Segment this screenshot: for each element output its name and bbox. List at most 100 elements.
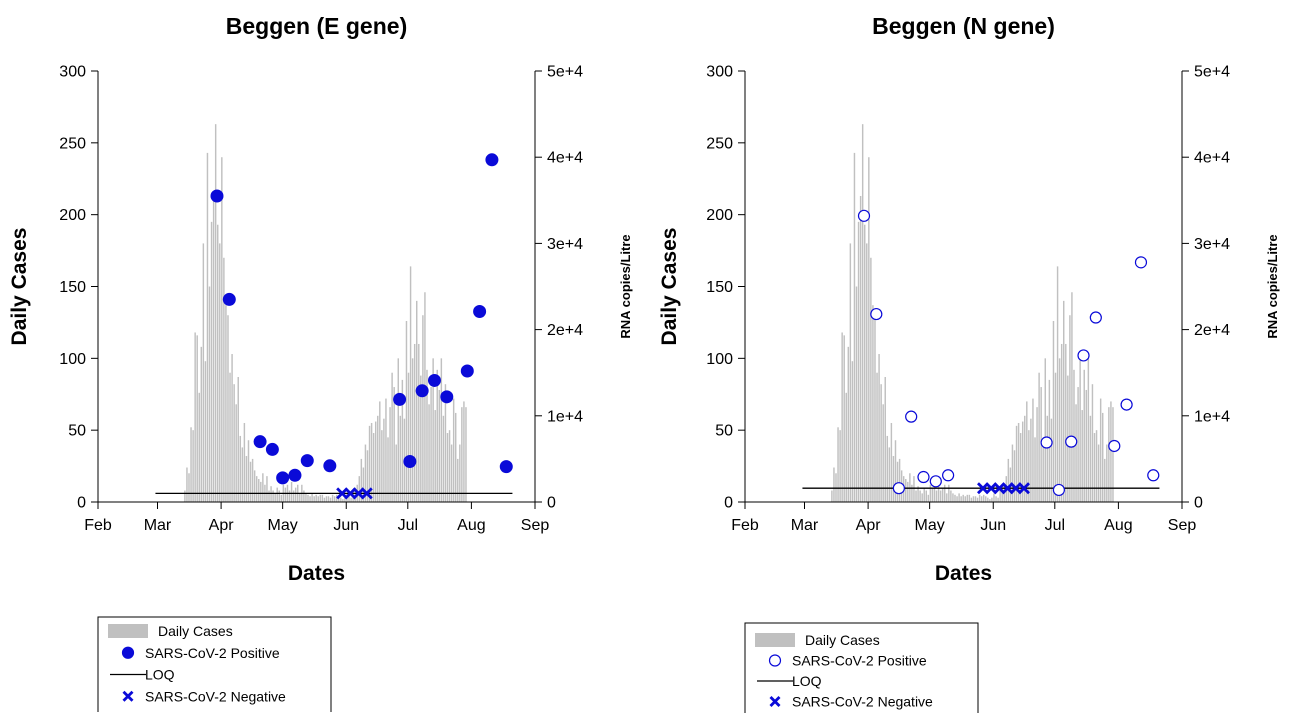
y2-tick-label: 3e+4 (547, 236, 583, 253)
positive-point (210, 189, 224, 203)
daily-cases-bar (1073, 369, 1075, 502)
daily-cases-bar (210, 221, 213, 502)
daily-cases-bar (995, 496, 997, 502)
daily-cases-bar (258, 479, 260, 502)
y2-tick-label: 4e+4 (547, 150, 583, 167)
y-tick-label: 0 (724, 495, 733, 512)
daily-cases-bar (360, 458, 363, 502)
daily-cases-bar (863, 224, 866, 502)
positive-point (870, 307, 883, 321)
daily-cases-bar (418, 343, 420, 502)
daily-cases-bar (274, 493, 276, 502)
daily-cases-bar (198, 392, 200, 502)
positive-point (440, 390, 454, 404)
x-axis-title: Dates (288, 562, 345, 585)
daily-cases-bar (927, 494, 930, 502)
daily-cases-bar (219, 243, 221, 502)
x-tick-label: Jul (398, 517, 418, 534)
daily-cases-bar (952, 493, 954, 502)
daily-cases-bar (843, 335, 845, 502)
daily-cases-bar (935, 490, 938, 502)
daily-cases-bar (372, 433, 375, 502)
daily-cases-bar (866, 243, 868, 502)
daily-cases-bar (239, 435, 242, 502)
positive-point (323, 459, 337, 473)
daily-cases-bar (243, 422, 246, 502)
daily-cases-bar (976, 497, 979, 502)
daily-cases-bar (241, 447, 244, 502)
daily-cases-bar (884, 377, 886, 502)
y2-axis-title: RNA copies/Litre (1265, 234, 1280, 338)
x-tick-label: Aug (1104, 517, 1132, 534)
daily-cases-bar (395, 444, 397, 502)
daily-cases-bar (859, 195, 862, 503)
daily-cases-bar (268, 490, 270, 502)
daily-cases-bar (1065, 343, 1067, 502)
daily-cases-bar (387, 437, 389, 502)
y-axis-title: Daily Cases (8, 228, 31, 346)
daily-cases-bar (331, 494, 334, 502)
legend-frame (744, 622, 979, 713)
daily-cases-bar (284, 487, 287, 502)
daily-cases-bar (461, 407, 463, 502)
chart-legend: Daily Cases SARS-CoV-2 Positive LOQ SARS-Co… (744, 622, 979, 713)
daily-cases-bar (868, 157, 870, 502)
daily-cases-bar (1038, 372, 1040, 502)
legend-label: SARS-CoV-2 Positive (792, 653, 927, 669)
daily-cases-bar (450, 444, 453, 502)
daily-cases-bar (905, 479, 907, 502)
positive-point (253, 435, 267, 449)
chart-panel-2: Beggen (N gene) 0 50 100 150 200 250 300 0 1e+4 2e… (658, 13, 1280, 713)
daily-cases-bar (890, 422, 893, 502)
daily-cases-bar (925, 490, 927, 502)
daily-cases-bar (888, 447, 891, 502)
x-tick-label: Feb (731, 517, 759, 534)
daily-cases-bar (1083, 369, 1085, 502)
daily-cases-bar (874, 315, 876, 502)
daily-cases-bar (276, 487, 278, 502)
positive-point (393, 392, 407, 406)
daily-cases-bar (454, 412, 457, 502)
y-tick-label: 50 (715, 423, 733, 440)
daily-cases-bar (385, 398, 387, 502)
daily-cases-bar (913, 476, 915, 502)
daily-cases-bar (929, 484, 932, 502)
daily-cases-bar (872, 305, 874, 502)
daily-cases-bar (886, 435, 889, 502)
daily-cases-bar (288, 490, 291, 502)
y-tick-label: 250 (59, 135, 86, 152)
positive-point (460, 364, 474, 378)
daily-cases-bar (966, 494, 969, 502)
daily-cases-bar (329, 497, 332, 502)
x-tick-label: Sep (1168, 517, 1197, 534)
daily-cases-bar (338, 496, 340, 502)
positive-point (942, 469, 955, 482)
legend-swatch-bars (108, 624, 148, 638)
daily-cases-bar (845, 392, 847, 502)
daily-cases-bar (985, 496, 987, 502)
daily-cases-bar (876, 372, 878, 502)
negative-point (360, 487, 373, 500)
daily-cases-bar (247, 440, 250, 502)
daily-cases-bar (397, 358, 399, 502)
daily-cases-bar (434, 410, 436, 502)
legend-label: LOQ (792, 673, 822, 689)
daily-cases-bar (251, 458, 254, 502)
daily-cases-bar (1101, 412, 1104, 502)
daily-cases-bar (982, 494, 985, 502)
positive-point (300, 454, 314, 468)
y2-tick-label: 1e+4 (1194, 408, 1230, 425)
daily-cases-bar (855, 286, 858, 502)
daily-cases-bar (1056, 266, 1059, 502)
legend-label: Daily Cases (158, 623, 233, 639)
x-tick-label: Mar (791, 517, 819, 534)
daily-cases-bar (270, 486, 272, 502)
daily-cases-bar (1024, 415, 1026, 502)
daily-cases-bar (206, 152, 209, 502)
x-tick-label: May (268, 517, 298, 534)
daily-cases-bar (319, 494, 322, 502)
daily-cases-bar (422, 315, 424, 502)
daily-cases-bar (188, 473, 190, 502)
daily-cases-bar (321, 494, 324, 502)
daily-cases-bar (393, 387, 395, 502)
